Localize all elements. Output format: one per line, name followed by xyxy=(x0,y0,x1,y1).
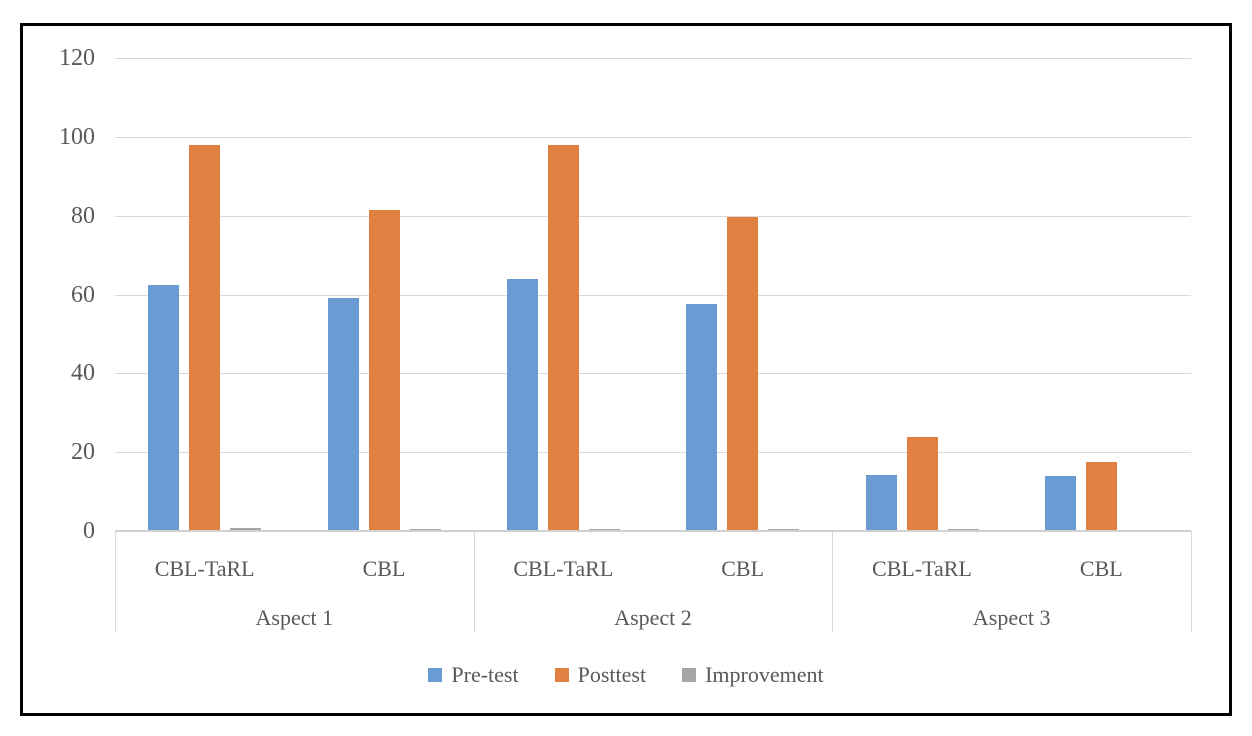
category-label-1-cbl: CBL xyxy=(362,556,406,581)
chart-frame: 120 100 80 60 40 20 0 CBL-TaRL CBL CBL-TaRL CBL CB… xyxy=(20,23,1232,716)
category-label-4-cbl-tarl: CBL-TaRL xyxy=(872,556,972,581)
bar-posttest-aspect-1-cbl xyxy=(368,209,400,531)
legend-label-pre-test: Pre-test xyxy=(451,662,519,687)
group-label-row: Aspect 1 Aspect 2 Aspect 3 xyxy=(115,581,1191,632)
category-label-row: CBL-TaRL CBL CBL-TaRL CBL CBL-TaRL CBL xyxy=(115,531,1191,581)
category-label-3-cbl: CBL xyxy=(721,556,765,581)
group-label-aspect-3: Aspect 3 xyxy=(972,605,1051,630)
y-tick-label-120: 120 xyxy=(59,45,95,71)
axis-divider-1 xyxy=(473,531,475,632)
legend-swatch-pre-test-icon xyxy=(428,668,443,682)
legend-label-posttest: Posttest xyxy=(577,662,647,687)
plot-area xyxy=(115,58,1191,531)
gridline-120 xyxy=(115,58,1191,59)
bar-pre-test-aspect-2-cbl-tarl xyxy=(506,279,538,531)
y-tick-label-60: 60 xyxy=(71,281,95,308)
bar-pre-test-aspect-3-cbl xyxy=(1044,475,1076,531)
axis-divider-0 xyxy=(115,531,116,632)
bar-posttest-aspect-2-cbl-tarl xyxy=(547,145,579,531)
legend-item-improvement: Improvement xyxy=(682,662,824,688)
bar-posttest-aspect-1-cbl-tarl xyxy=(189,145,221,531)
category-label-2-cbl-tarl: CBL-TaRL xyxy=(513,556,614,581)
x-axis-line xyxy=(115,530,1191,532)
gridline-60 xyxy=(115,294,1191,296)
bar-posttest-aspect-2-cbl xyxy=(727,216,759,531)
legend: Pre-test Posttest Improvement xyxy=(23,662,1229,688)
legend-item-posttest: Posttest xyxy=(554,662,647,688)
bar-posttest-aspect-3-cbl xyxy=(1085,462,1117,531)
gridline-80 xyxy=(115,215,1191,217)
gridline-100 xyxy=(115,136,1191,138)
axis-divider-2 xyxy=(832,531,834,632)
group-label-aspect-1: Aspect 1 xyxy=(255,605,334,630)
y-tick-label-80: 80 xyxy=(71,202,95,229)
bar-improvement-aspect-2-cbl-tarl xyxy=(588,528,620,531)
y-tick-label-100: 100 xyxy=(59,123,95,150)
gridline-20 xyxy=(115,452,1191,454)
category-label-5-cbl: CBL xyxy=(1079,556,1123,581)
bar-improvement-aspect-1-cbl-tarl xyxy=(230,528,262,531)
axis-divider-3 xyxy=(1191,531,1192,632)
legend-swatch-posttest-icon xyxy=(554,668,569,682)
y-tick-label-0: 0 xyxy=(83,518,95,544)
bar-pre-test-aspect-1-cbl xyxy=(327,298,359,531)
category-label-0-cbl-tarl: CBL-TaRL xyxy=(154,556,255,581)
bar-pre-test-aspect-3-cbl-tarl xyxy=(865,475,897,531)
y-tick-label-20: 20 xyxy=(71,439,95,466)
y-tick-label-40: 40 xyxy=(71,360,95,387)
legend-swatch-improvement-icon xyxy=(682,668,697,682)
bar-pre-test-aspect-2-cbl xyxy=(686,304,718,531)
gridline-40 xyxy=(115,373,1191,375)
bar-posttest-aspect-3-cbl-tarl xyxy=(906,436,938,531)
legend-item-pre-test: Pre-test xyxy=(428,662,519,688)
group-label-aspect-2: Aspect 2 xyxy=(614,605,692,630)
bar-pre-test-aspect-1-cbl-tarl xyxy=(148,285,180,531)
legend-label-improvement: Improvement xyxy=(705,662,824,687)
